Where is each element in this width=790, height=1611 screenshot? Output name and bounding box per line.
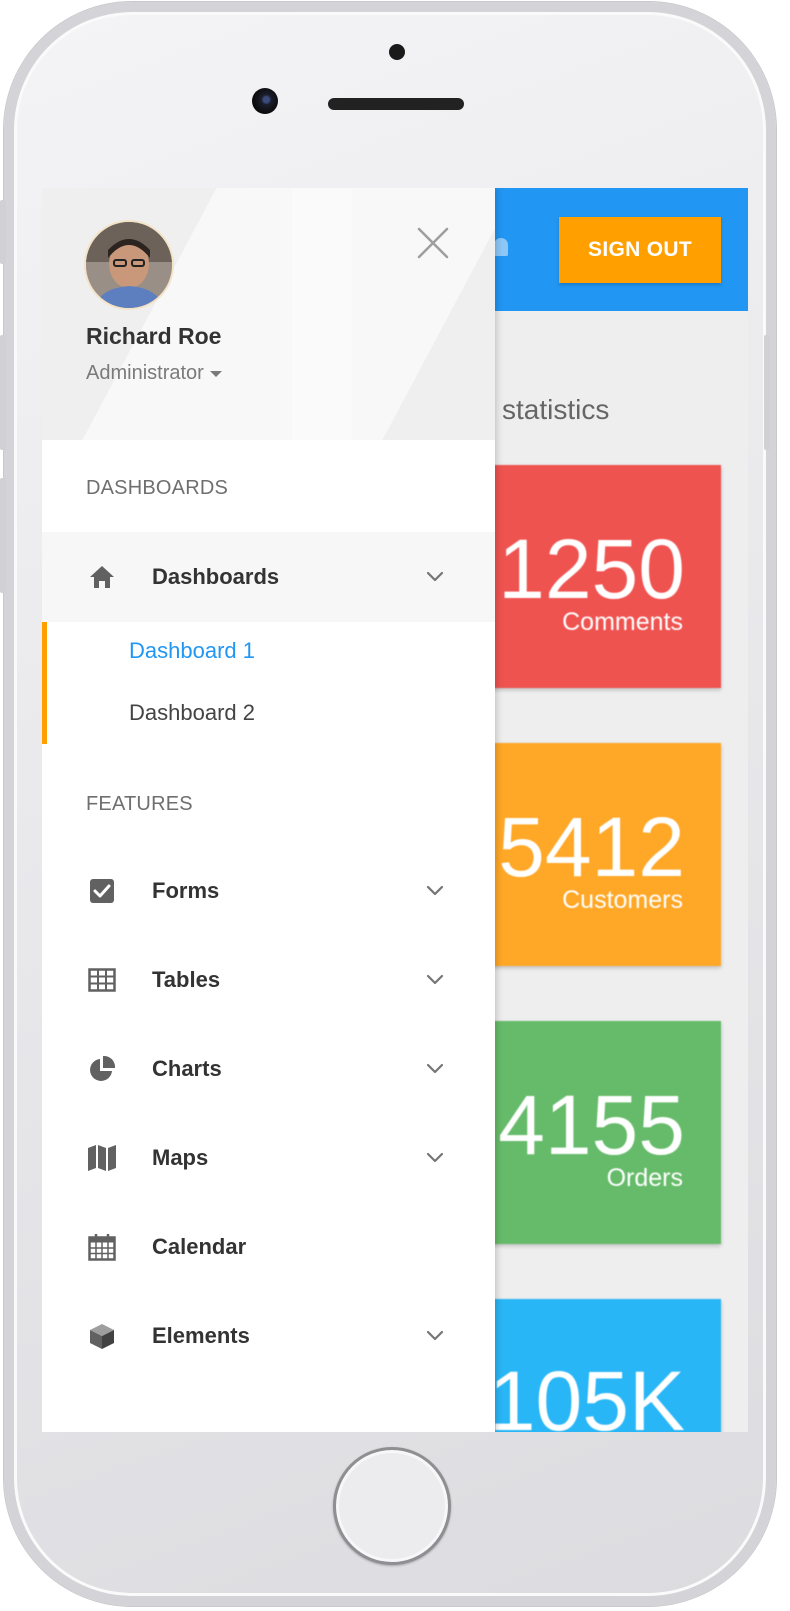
stat-card-value: 4155	[498, 1078, 685, 1172]
chevron-down-icon	[426, 885, 444, 896]
home-icon	[86, 561, 118, 593]
navigation-drawer: Richard Roe Administrator DASHBOARDS Das…	[42, 188, 495, 1432]
menu-item-label: Charts	[152, 1056, 222, 1081]
active-indicator	[42, 532, 47, 744]
caret-down-icon	[209, 370, 222, 377]
menu-item-tables[interactable]: Tables	[42, 935, 495, 1025]
chevron-down-icon	[426, 1063, 444, 1074]
cube-icon	[86, 1320, 118, 1352]
stat-card-value: 5412	[498, 800, 685, 894]
chevron-down-icon	[426, 974, 444, 985]
drawer-header: Richard Roe Administrator	[42, 188, 495, 440]
submenu-item-dashboard-2[interactable]: Dashboard 2	[129, 700, 255, 725]
power-button	[764, 335, 770, 450]
mute-switch	[0, 200, 6, 264]
map-icon	[86, 1142, 118, 1174]
stat-card-label: Orders	[606, 1164, 683, 1192]
volume-up-button	[0, 335, 6, 450]
menu-item-calendar[interactable]: Calendar	[42, 1202, 495, 1292]
chevron-down-icon	[426, 571, 444, 582]
submenu-item-dashboard-1[interactable]: Dashboard 1	[129, 638, 255, 663]
table-icon	[86, 964, 118, 996]
close-icon[interactable]	[414, 224, 452, 262]
menu-item-charts[interactable]: Charts	[42, 1024, 495, 1114]
avatar-photo	[86, 222, 172, 308]
chevron-down-icon	[426, 1330, 444, 1341]
section-title-features: FEATURES	[86, 793, 193, 815]
section-title-dashboards: DASHBOARDS	[86, 477, 229, 499]
menu-item-label: Elements	[152, 1323, 250, 1348]
front-camera	[252, 88, 278, 114]
header-decoration	[292, 188, 352, 440]
user-name: Richard Roe	[86, 323, 222, 349]
home-button[interactable]	[333, 1447, 451, 1565]
app-screen: SIGN OUT statistics 1250 Comments 5412 C…	[42, 188, 748, 1432]
menu-item-dashboards[interactable]: Dashboards	[42, 532, 495, 622]
user-role-label: Administrator	[86, 362, 204, 384]
notification-bell-icon[interactable]	[494, 238, 508, 256]
stat-card-label: Customers	[562, 886, 683, 914]
stat-card-value: 1250	[498, 522, 685, 616]
menu-item-label: Calendar	[152, 1234, 247, 1259]
avatar[interactable]	[86, 222, 172, 308]
stat-card-value: 105K	[488, 1354, 685, 1432]
checkbox-icon	[86, 875, 118, 907]
volume-down-button	[0, 478, 6, 593]
menu-item-elements[interactable]: Elements	[42, 1291, 495, 1381]
earpiece-speaker	[328, 98, 464, 110]
menu-item-label: Dashboards	[152, 564, 280, 589]
menu-item-maps[interactable]: Maps	[42, 1113, 495, 1203]
chevron-down-icon	[426, 1152, 444, 1163]
user-role-dropdown[interactable]: Administrator	[86, 362, 222, 385]
proximity-sensor	[389, 44, 405, 60]
statistics-heading: statistics	[502, 394, 610, 425]
menu-item-forms[interactable]: Forms	[42, 846, 495, 936]
stat-card-label: Comments	[562, 608, 683, 636]
calendar-icon	[86, 1231, 118, 1263]
menu-item-label: Maps	[152, 1145, 209, 1170]
pie-chart-icon	[86, 1053, 118, 1085]
menu-item-label: Forms	[152, 878, 220, 903]
menu-item-label: Tables	[152, 967, 221, 992]
sign-out-button[interactable]: SIGN OUT	[559, 217, 721, 283]
